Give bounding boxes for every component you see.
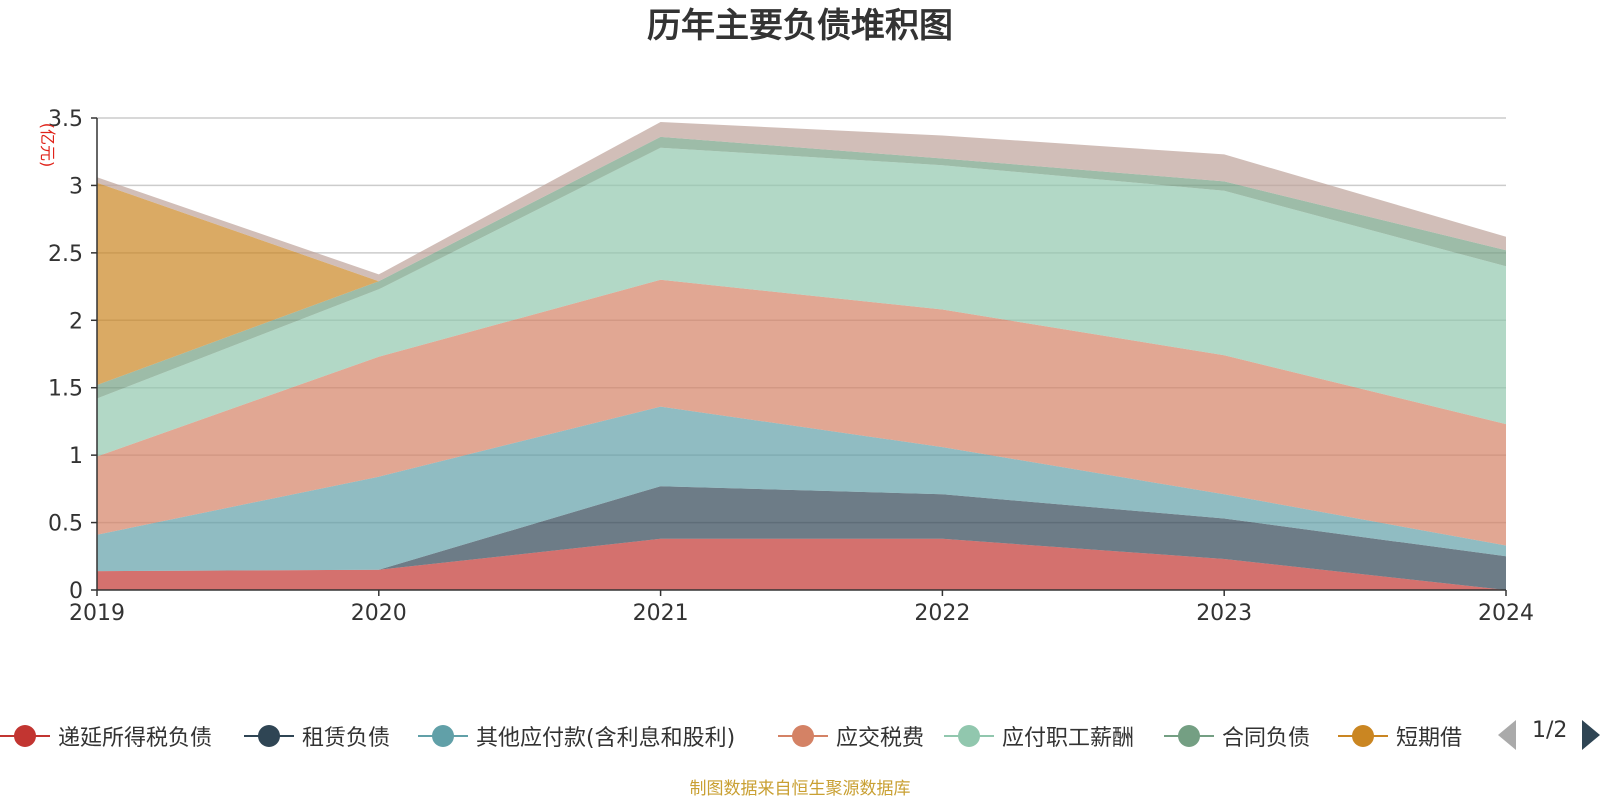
- legend-marker-icon: [0, 723, 50, 749]
- axes: 0 0.5 1 1.5 2 2.5 3 3.5 2019 2020 2021 2022 2023 2024: [48, 107, 1534, 626]
- y-tick-label: 2.5: [48, 242, 83, 267]
- legend-item[interactable]: 应交税费: [778, 718, 924, 754]
- legend-pager: 1/2: [1498, 716, 1600, 756]
- legend-marker-dot: [792, 725, 814, 747]
- legend-marker-dot: [958, 725, 980, 747]
- legend-marker-dot: [432, 725, 454, 747]
- area-1: [97, 486, 1506, 590]
- legend-marker-dot: [14, 725, 36, 747]
- legend-label: 应付职工薪酬: [1002, 726, 1135, 751]
- y-tick-label: 1.5: [48, 377, 83, 402]
- legend-label: 租赁负债: [302, 726, 391, 751]
- y-tick-label: 0.5: [48, 512, 83, 537]
- area-4: [97, 147, 1506, 457]
- area-2: [97, 406, 1506, 572]
- x-tick-label: 2022: [914, 601, 970, 626]
- legend-item[interactable]: 应付职工薪酬: [944, 718, 1134, 754]
- legend-label: 递延所得税负债: [58, 726, 213, 751]
- legend-page-indicator: 1/2: [1532, 718, 1568, 743]
- legend-marker-icon: [418, 723, 468, 749]
- legend-label: 应交税费: [836, 726, 925, 751]
- y-tick-label: 2: [69, 309, 83, 334]
- legend-marker-icon: [1164, 723, 1214, 749]
- source-note: 制图数据来自恒生聚源数据库: [689, 779, 911, 799]
- y-tick-label: 0: [69, 579, 83, 604]
- legend-item[interactable]: 租赁负债: [244, 718, 390, 754]
- area-series: [97, 122, 1506, 590]
- legend-marker-dot: [258, 725, 280, 747]
- legend-item[interactable]: 递延所得税负债: [0, 718, 212, 754]
- area-0: [97, 538, 1506, 590]
- legend-marker-icon: [244, 723, 294, 749]
- legend-marker-dot: [1178, 725, 1200, 747]
- y-axis-unit-label: (亿元): [38, 123, 57, 168]
- x-tick-label: 2023: [1196, 601, 1252, 626]
- x-tick-label: 2021: [633, 601, 689, 626]
- y-tick-label: 3.5: [48, 107, 83, 132]
- x-tick-label: 2024: [1478, 601, 1534, 626]
- legend-marker-icon: [944, 723, 994, 749]
- chart-title: 历年主要负债堆积图: [647, 6, 953, 46]
- y-tick-label: 3: [69, 174, 83, 199]
- legend-label: 其他应付款(含利息和股利): [476, 726, 736, 751]
- legend: 递延所得税负债 租赁负债 其他应付款(含利息和股利) 应交税费 应付职工薪酬 合同负债 短期…: [0, 718, 1480, 758]
- legend-prev-page-button[interactable]: [1498, 720, 1516, 750]
- x-tick-label: 2019: [69, 601, 125, 626]
- y-tick-label: 1: [69, 444, 83, 469]
- legend-marker-icon: [1338, 723, 1388, 749]
- legend-label: 短期借: [1396, 726, 1463, 751]
- legend-item[interactable]: 合同负债: [1164, 718, 1310, 754]
- x-tick-label: 2020: [351, 601, 407, 626]
- legend-label: 合同负债: [1222, 726, 1311, 751]
- area-7: [97, 122, 1506, 282]
- legend-item[interactable]: 其他应付款(含利息和股利): [418, 718, 735, 754]
- legend-item[interactable]: 短期借: [1338, 718, 1462, 754]
- area-3: [97, 279, 1506, 546]
- legend-next-page-button[interactable]: [1582, 720, 1600, 750]
- legend-marker-icon: [778, 723, 828, 749]
- legend-marker-dot: [1352, 725, 1374, 747]
